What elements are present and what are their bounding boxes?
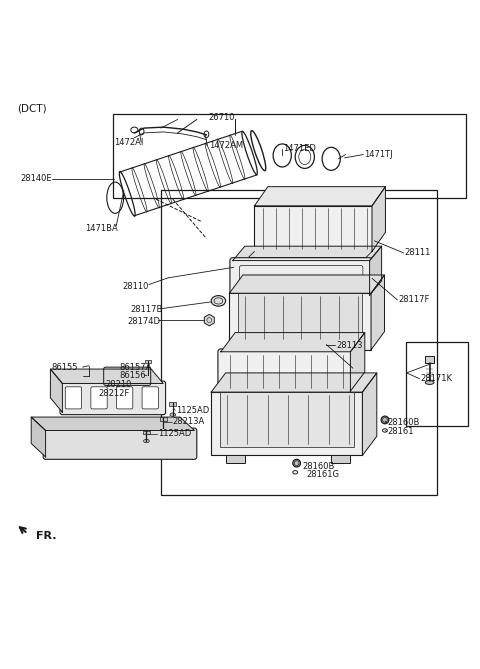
- Bar: [145, 360, 151, 363]
- FancyBboxPatch shape: [60, 381, 166, 415]
- Text: 26710: 26710: [209, 113, 235, 122]
- Bar: [406, 342, 468, 425]
- Text: 28140E: 28140E: [20, 174, 52, 183]
- Bar: [161, 191, 437, 495]
- Text: 28111: 28111: [405, 248, 431, 258]
- Text: 28161: 28161: [388, 427, 414, 436]
- Text: 86155: 86155: [52, 363, 78, 372]
- Text: 28113: 28113: [336, 341, 362, 350]
- Text: 28117F: 28117F: [398, 296, 430, 304]
- Ellipse shape: [211, 296, 226, 306]
- Bar: [425, 356, 434, 363]
- Polygon shape: [211, 373, 377, 392]
- Text: 28110: 28110: [122, 282, 149, 291]
- Ellipse shape: [144, 381, 151, 386]
- Bar: [211, 392, 362, 456]
- Ellipse shape: [170, 413, 176, 416]
- Ellipse shape: [293, 460, 300, 467]
- Bar: [169, 401, 176, 405]
- Text: 28160B: 28160B: [302, 462, 335, 471]
- Text: 28171K: 28171K: [420, 374, 453, 383]
- Text: 1125AD: 1125AD: [176, 406, 209, 415]
- Polygon shape: [350, 332, 365, 391]
- Ellipse shape: [381, 416, 389, 423]
- FancyBboxPatch shape: [142, 387, 158, 409]
- Polygon shape: [370, 246, 382, 295]
- Text: 1471BA: 1471BA: [85, 224, 118, 233]
- Text: 86156: 86156: [119, 371, 145, 380]
- Text: (DCT): (DCT): [17, 104, 47, 114]
- Text: 1471TJ: 1471TJ: [364, 150, 393, 159]
- Bar: [241, 349, 260, 357]
- Text: 1471ED: 1471ED: [283, 144, 316, 153]
- FancyBboxPatch shape: [230, 258, 372, 298]
- Ellipse shape: [144, 372, 151, 378]
- Polygon shape: [229, 275, 384, 293]
- Ellipse shape: [144, 440, 149, 443]
- Polygon shape: [31, 417, 46, 457]
- Text: 28117B: 28117B: [131, 305, 163, 314]
- Polygon shape: [372, 187, 385, 252]
- FancyBboxPatch shape: [91, 387, 107, 409]
- Polygon shape: [221, 332, 365, 352]
- Text: 28210: 28210: [106, 380, 132, 389]
- Polygon shape: [362, 373, 377, 456]
- FancyBboxPatch shape: [218, 349, 353, 394]
- Polygon shape: [31, 417, 194, 430]
- Text: 28160B: 28160B: [388, 418, 420, 427]
- Bar: [229, 293, 371, 350]
- Bar: [160, 417, 167, 421]
- FancyBboxPatch shape: [117, 387, 133, 409]
- Bar: [220, 392, 354, 447]
- Ellipse shape: [425, 381, 434, 385]
- Bar: [113, 114, 466, 198]
- FancyBboxPatch shape: [104, 367, 151, 385]
- Bar: [331, 454, 350, 463]
- Polygon shape: [254, 187, 385, 206]
- Text: 1472AI: 1472AI: [114, 138, 144, 147]
- Polygon shape: [233, 246, 382, 261]
- Text: FR.: FR.: [36, 531, 57, 541]
- Bar: [143, 430, 150, 434]
- Polygon shape: [50, 369, 163, 383]
- Polygon shape: [50, 369, 62, 412]
- Bar: [345, 349, 363, 357]
- Polygon shape: [371, 275, 384, 350]
- Text: 28174D: 28174D: [127, 316, 160, 326]
- Text: 28213A: 28213A: [173, 417, 205, 426]
- Bar: [226, 454, 245, 463]
- Bar: [238, 293, 362, 341]
- FancyBboxPatch shape: [65, 387, 82, 409]
- FancyBboxPatch shape: [254, 206, 372, 252]
- Text: 1472AM: 1472AM: [209, 141, 243, 151]
- Text: 28212F: 28212F: [98, 389, 130, 397]
- Text: 86157A: 86157A: [119, 363, 151, 372]
- FancyBboxPatch shape: [43, 428, 197, 460]
- Text: 28161G: 28161G: [306, 470, 339, 479]
- Text: 1125AD: 1125AD: [158, 429, 192, 438]
